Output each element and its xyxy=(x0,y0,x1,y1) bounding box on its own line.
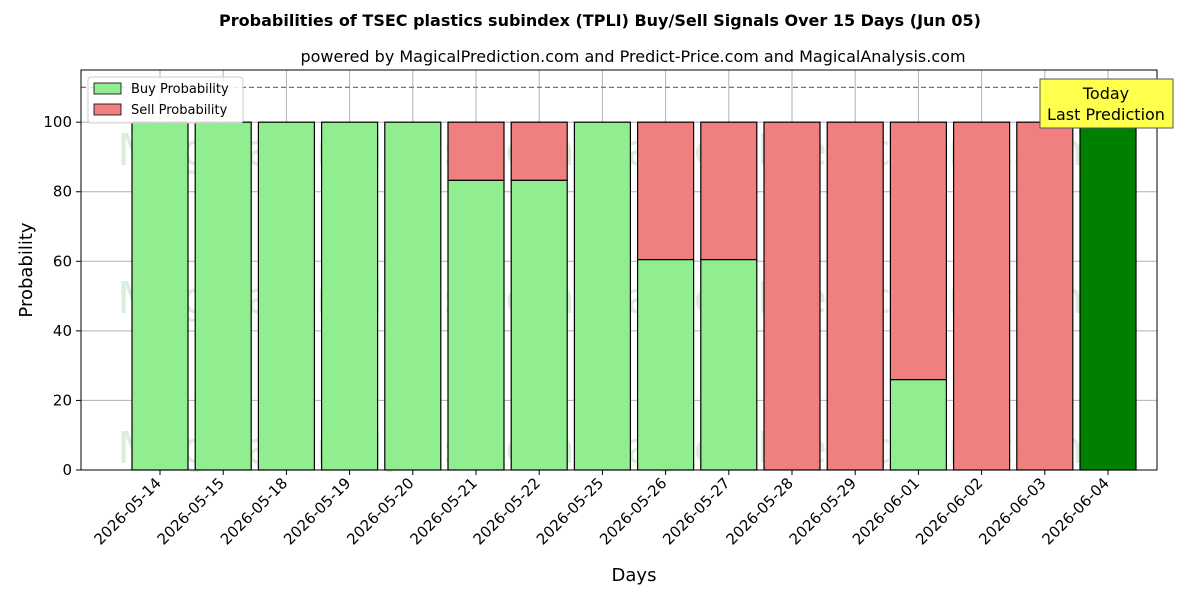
y-tick-label: 100 xyxy=(43,113,72,131)
y-tick-label: 80 xyxy=(53,183,72,201)
buy-bar xyxy=(194,121,252,471)
x-tick-label: 2026-06-04 xyxy=(1038,474,1112,548)
x-tick-label: 2026-05-15 xyxy=(154,474,228,548)
buy-bar xyxy=(573,121,632,471)
sell-bar xyxy=(447,121,505,181)
y-axis-ticks: 0 20 40 60 80 100 xyxy=(43,113,81,479)
buy-bar xyxy=(447,179,505,471)
today-label: Today xyxy=(1082,84,1129,103)
last-prediction-label: Last Prediction xyxy=(1047,105,1165,124)
legend-box xyxy=(87,76,244,124)
x-tick-label: 2026-05-25 xyxy=(533,474,607,548)
today-annotation-box xyxy=(1039,78,1174,129)
x-tick-label: 2026-05-18 xyxy=(217,474,291,548)
x-tick-label: 2026-05-21 xyxy=(406,474,480,548)
x-tick-label: 2026-05-14 xyxy=(90,474,164,548)
buy-bar xyxy=(131,121,189,471)
x-tick-label: 2026-06-02 xyxy=(912,474,986,548)
x-tick-label: 2026-05-28 xyxy=(722,474,796,548)
x-tick-label: 2026-06-01 xyxy=(849,474,923,548)
x-tick-label: 2026-06-03 xyxy=(975,474,1049,548)
legend-buy-swatch xyxy=(93,82,122,95)
buy-bar xyxy=(636,258,695,471)
plot-frame xyxy=(80,69,1158,471)
today-annotation: Today Last Prediction xyxy=(1039,78,1174,129)
legend-sell-swatch xyxy=(93,103,122,116)
x-axis-ticks: 2026-05-142026-05-152026-05-182026-05-19… xyxy=(90,470,1113,548)
sell-bar xyxy=(826,121,884,471)
sell-bar xyxy=(510,121,568,181)
buy-bar xyxy=(1079,121,1137,471)
y-tick-label: 60 xyxy=(53,252,72,270)
x-tick-label: 2026-05-26 xyxy=(596,474,670,548)
x-tick-label: 2026-05-29 xyxy=(786,474,860,548)
buy-bar xyxy=(257,121,315,471)
bar-layer xyxy=(131,121,1137,471)
sell-bar xyxy=(700,121,758,261)
sell-bar xyxy=(763,121,821,471)
sell-bar xyxy=(636,121,695,261)
sell-bar xyxy=(1016,121,1074,471)
x-axis-label: Days xyxy=(612,565,657,586)
chart-subtitle: powered by MagicalPrediction.com and Pre… xyxy=(300,47,965,66)
legend-buy-label: Buy Probability xyxy=(131,82,229,97)
y-axis-label: Probability xyxy=(16,222,37,317)
legend: Buy Probability Sell Probability xyxy=(87,76,244,124)
buy-bar xyxy=(384,121,442,471)
buy-bar xyxy=(510,179,568,471)
buy-bar xyxy=(889,378,948,471)
y-tick-label: 0 xyxy=(62,461,72,479)
sell-bar xyxy=(889,121,948,381)
x-tick-label: 2026-05-27 xyxy=(659,474,733,548)
sell-bar xyxy=(952,121,1011,471)
x-tick-label: 2026-05-19 xyxy=(280,474,354,548)
y-tick-label: 40 xyxy=(53,322,72,340)
y-tick-label: 20 xyxy=(53,391,72,409)
chart-title: Probabilities of TSEC plastics subindex … xyxy=(219,11,981,30)
legend-sell-label: Sell Probability xyxy=(131,103,228,118)
buy-bar xyxy=(700,258,758,471)
buy-bar xyxy=(321,121,379,471)
x-tick-label: 2026-05-20 xyxy=(343,474,417,548)
x-tick-label: 2026-05-22 xyxy=(470,474,544,548)
